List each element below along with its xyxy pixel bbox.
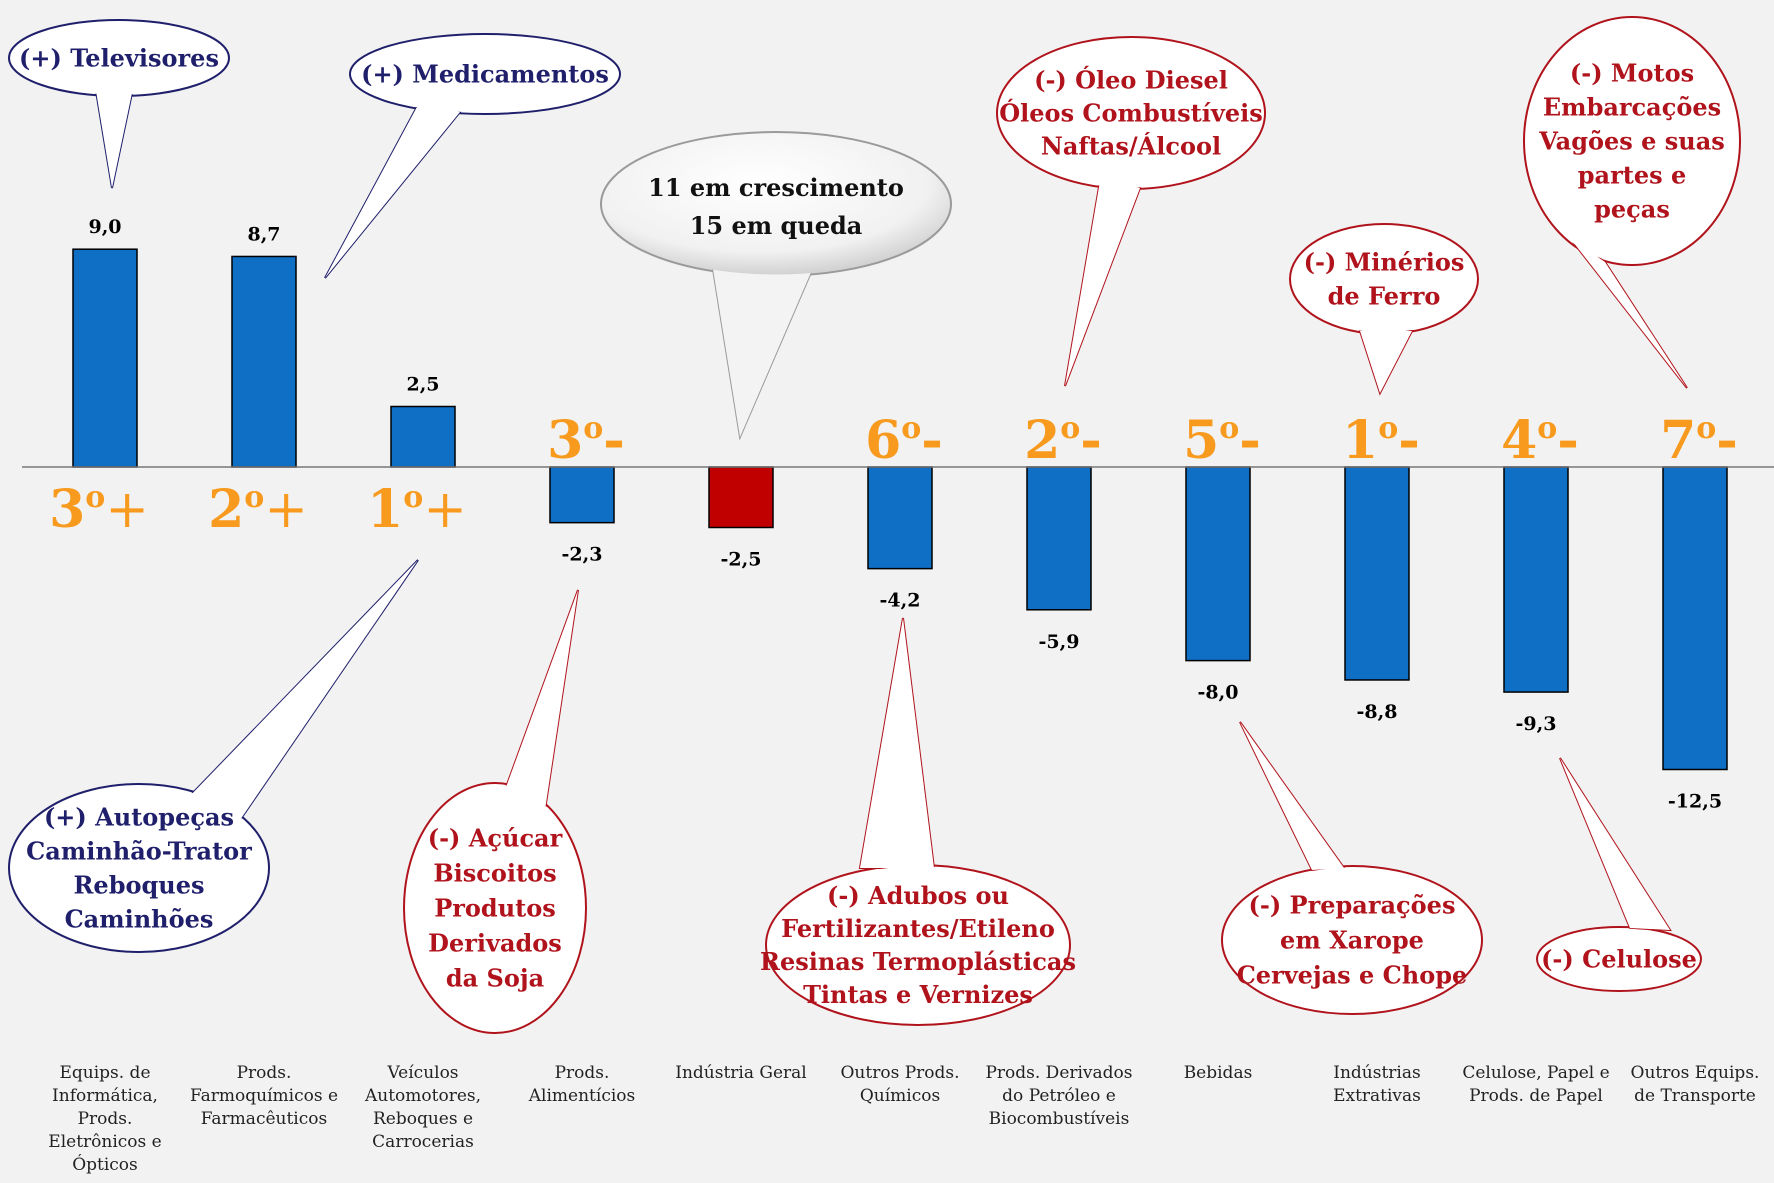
rank-label-3: 1o+ bbox=[367, 479, 467, 540]
bar-3 bbox=[390, 405, 456, 468]
callout-celulose-text: (-) Celulose bbox=[1541, 945, 1697, 974]
bar-4 bbox=[549, 466, 615, 524]
value-label-1: 9,0 bbox=[88, 216, 121, 238]
bar-5 bbox=[708, 466, 774, 529]
bar-6 bbox=[867, 466, 933, 570]
rank-label-6: 6o- bbox=[865, 410, 943, 471]
category-label-11: Outros Equips. de Transporte bbox=[1631, 1063, 1760, 1106]
category-label-7: Prods. Derivados do Petróleo e Biocombustí… bbox=[985, 1063, 1132, 1129]
category-label-9: Indústrias Extrativas bbox=[1333, 1063, 1421, 1106]
rank-label-1: 3o+ bbox=[49, 479, 149, 540]
callout-acucar-text: (-) Açúcar Biscoitos Produtos Derivados da S… bbox=[428, 824, 563, 993]
value-label-6: -4,2 bbox=[880, 590, 921, 612]
bar-9 bbox=[1344, 466, 1410, 681]
callout-motos-text: (-) Motos Embarcações Vagões e suas partes … bbox=[1538, 59, 1725, 224]
category-label-2: Prods. Farmoquímicos e Farmacêuticos bbox=[190, 1063, 338, 1129]
callout-adubos-text: (-) Adubos ou Fertilizantes/Etileno Resina… bbox=[760, 881, 1076, 1009]
rank-label-7: 2o- bbox=[1024, 410, 1102, 471]
callout-oleo: (-) Óleo Diesel Óleos Combustíveis Naftas/… bbox=[996, 36, 1266, 387]
callout-summary: 11 em crescimento 15 em queda bbox=[600, 131, 952, 441]
rank-label-4: 3o- bbox=[547, 410, 625, 471]
bar-1 bbox=[72, 248, 138, 468]
category-label-8: Bebidas bbox=[1184, 1063, 1253, 1083]
rank-label-2: 2o+ bbox=[208, 479, 308, 540]
value-label-9: -8,8 bbox=[1357, 701, 1398, 723]
value-label-8: -8,0 bbox=[1198, 682, 1239, 704]
category-label-10: Celulose, Papel e Prods. de Papel bbox=[1462, 1063, 1609, 1106]
value-label-7: -5,9 bbox=[1039, 631, 1080, 653]
value-label-2: 8,7 bbox=[247, 223, 280, 245]
bar-8 bbox=[1185, 466, 1251, 662]
rank-label-10: 4o- bbox=[1501, 410, 1579, 471]
callout-medicamentos-text: (+) Medicamentos bbox=[361, 60, 609, 89]
value-label-4: -2,3 bbox=[562, 544, 603, 566]
callout-autopecas: (+) Autopeças Caminhão-Trator Reboques Cami… bbox=[8, 559, 419, 953]
callout-minerios-text: (-) Minérios de Ferro bbox=[1304, 248, 1465, 311]
callout-minerios: (-) Minérios de Ferro bbox=[1289, 223, 1479, 396]
category-label-6: Outros Prods. Químicos bbox=[840, 1063, 959, 1106]
category-labels-layer: Equips. de Informática, Prods. Eletrônicos … bbox=[48, 1063, 1759, 1175]
callout-adubos: (-) Adubos ou Fertilizantes/Etileno Resina… bbox=[760, 617, 1076, 1026]
value-label-10: -9,3 bbox=[1516, 713, 1557, 735]
rank-labels-layer: 3o+ 2o+ 1o+ 3o- 6o- 2o- 5o- 1o- 4o- 7o- bbox=[49, 410, 1738, 540]
callouts-layer: (+) Televisores (+) Medicamentos 11 em cre… bbox=[8, 16, 1741, 1034]
callout-medicamentos: (+) Medicamentos bbox=[324, 33, 621, 279]
value-label-3: 2,5 bbox=[406, 374, 439, 396]
category-label-3: Veículos Automotores, Reboques e Carroceria… bbox=[364, 1063, 481, 1152]
callout-oleo-text: (-) Óleo Diesel Óleos Combustíveis Naftas/… bbox=[999, 66, 1262, 161]
value-label-11: -12,5 bbox=[1668, 791, 1722, 813]
category-label-4: Prods. Alimentícios bbox=[528, 1063, 635, 1106]
callout-xarope: (-) Preparações em Xarope Cervejas e Chope bbox=[1221, 721, 1483, 1015]
callout-celulose: (-) Celulose bbox=[1536, 757, 1702, 992]
callout-autopecas-text: (+) Autopeças Caminhão-Trator Reboques Cami… bbox=[26, 803, 252, 934]
value-label-5: -2,5 bbox=[721, 549, 762, 571]
value-labels-layer: 9,0 8,7 2,5 -2,3 -2,5 -4,2 -5,9 -8,0 -8,8 -9,3 -12… bbox=[88, 216, 1722, 812]
category-label-1: Equips. de Informática, Prods. Eletrônicos … bbox=[48, 1063, 161, 1175]
callout-televisores-text: (+) Televisores bbox=[19, 44, 219, 73]
bar-10 bbox=[1503, 466, 1569, 693]
rank-label-8: 5o- bbox=[1183, 410, 1261, 471]
callout-televisores: (+) Televisores bbox=[8, 19, 230, 189]
bars-layer bbox=[72, 248, 1728, 771]
callout-xarope-text: (-) Preparações em Xarope Cervejas e Chope bbox=[1237, 891, 1468, 990]
bar-11 bbox=[1662, 466, 1728, 771]
callout-motos: (-) Motos Embarcações Vagões e suas partes … bbox=[1523, 16, 1741, 389]
bar-7 bbox=[1026, 466, 1092, 611]
callout-summary-text: 11 em crescimento 15 em queda bbox=[648, 173, 904, 240]
rank-label-11: 7o- bbox=[1660, 410, 1738, 471]
callout-acucar: (-) Açúcar Biscoitos Produtos Derivados da S… bbox=[403, 589, 587, 1034]
rank-label-9: 1o- bbox=[1342, 410, 1420, 471]
category-label-5: Indústria Geral bbox=[675, 1063, 807, 1083]
bar-2 bbox=[231, 255, 297, 468]
